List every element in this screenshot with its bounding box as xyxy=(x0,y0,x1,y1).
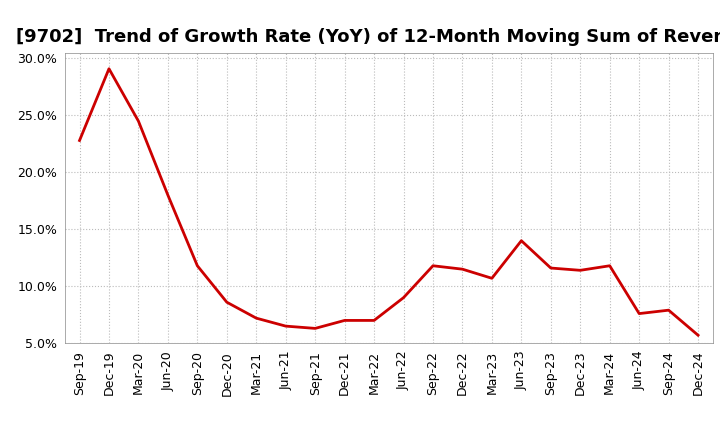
Title: [9702]  Trend of Growth Rate (YoY) of 12-Month Moving Sum of Revenues: [9702] Trend of Growth Rate (YoY) of 12-… xyxy=(16,28,720,46)
